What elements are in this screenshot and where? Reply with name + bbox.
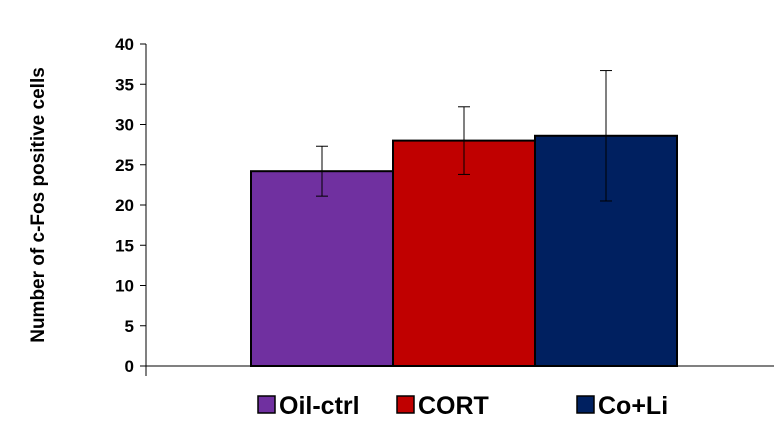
y-tick-label: 25 [115, 156, 134, 175]
y-axis: 0 5 10 15 20 25 30 35 40 [115, 35, 146, 376]
legend-item: Co+Li [576, 392, 668, 420]
legend-item: Oil-ctrl [257, 392, 360, 420]
legend-swatch [257, 395, 276, 414]
bars-group [250, 134, 678, 367]
y-tick-label: 30 [115, 116, 134, 135]
y-tick-label: 15 [115, 236, 134, 255]
legend: Oil-ctrl CORT Co+Li [257, 392, 668, 420]
error-bars-group [316, 70, 612, 202]
y-tick-label: 10 [115, 277, 134, 296]
legend-label: CORT [418, 392, 489, 420]
legend-label: Oil-ctrl [279, 392, 360, 420]
y-tick-label: 40 [115, 35, 134, 54]
bar-oil-ctrl [250, 170, 394, 367]
y-tick-label: 5 [125, 317, 134, 336]
legend-label: Co+Li [598, 392, 668, 420]
y-axis-title: Number of c-Fos positive cells [28, 67, 49, 343]
error-bar [458, 106, 470, 175]
legend-swatch [396, 395, 415, 414]
error-bar [316, 145, 328, 197]
legend-swatch [576, 395, 595, 414]
y-tick-label: 0 [125, 357, 134, 376]
y-tick-label: 35 [115, 75, 134, 94]
y-tick-label: 20 [115, 196, 134, 215]
legend-item: CORT [396, 392, 489, 420]
error-bar [600, 70, 612, 202]
